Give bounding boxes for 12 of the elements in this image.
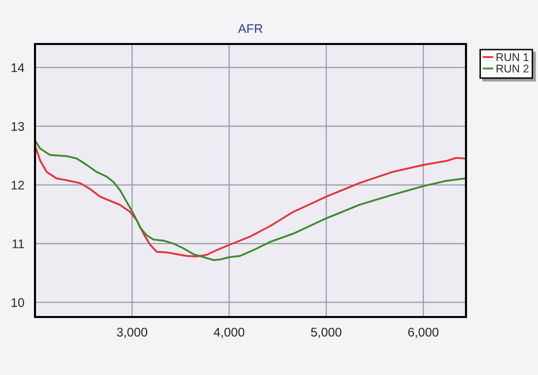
x-tick-label: 5,000 xyxy=(311,328,342,338)
legend-label: RUN 2 xyxy=(496,64,529,73)
x-tick-label: 3,000 xyxy=(116,328,148,338)
y-tick-label: 10 xyxy=(12,298,24,307)
y-tick-label: 13 xyxy=(12,122,24,131)
x-tick-label: 4,000 xyxy=(214,328,244,338)
x-tick-label: 6,000 xyxy=(408,328,438,338)
legend-label: RUN 1 xyxy=(496,53,529,62)
y-tick-label: 12 xyxy=(12,180,24,190)
chart-title: AFR xyxy=(238,24,262,33)
y-tick-label: 14 xyxy=(12,63,24,72)
y-tick-label: 11 xyxy=(12,240,24,248)
